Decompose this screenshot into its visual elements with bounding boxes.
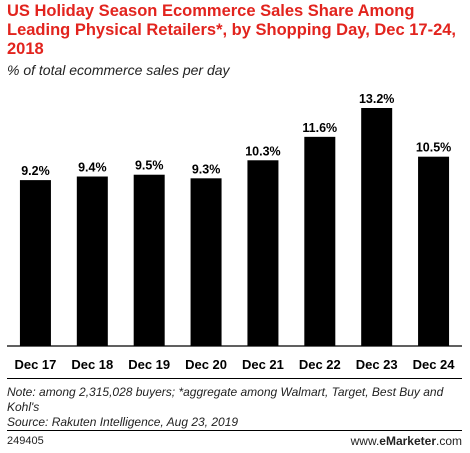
value-label: 11.6%: [302, 121, 337, 135]
x-tick-label: Dec 20: [185, 357, 227, 372]
chart-title: US Holiday Season Ecommerce Sales Share …: [7, 2, 457, 58]
bar-dec-19: [133, 174, 165, 346]
value-label: 9.3%: [192, 162, 221, 176]
x-tick-label: Dec 19: [128, 357, 170, 372]
brand-prefix: www.: [350, 434, 380, 448]
brand-suffix: .com: [435, 434, 462, 448]
value-label: 9.5%: [135, 159, 164, 173]
source-text: Source: Rakuten Intelligence, Aug 23, 20…: [7, 415, 239, 429]
brand-name: eMarketer: [379, 434, 436, 448]
x-axis-labels: Dec 17 Dec 18 Dec 19 Dec 20 Dec 21 Dec 22 Dec …: [14, 357, 455, 372]
bars-group: 9.2% 9.4% 9.5% 9.3% 10.3% 11.6% 13.2% 10.5%: [19, 92, 451, 346]
note-text: Note: among 2,315,028 buyers; *aggregate…: [7, 385, 444, 414]
emarketer-brand: www.eMarketer.com: [351, 434, 462, 448]
chart-subtitle: % of total ecommerce sales per day: [7, 62, 230, 78]
value-label: 13.2%: [359, 92, 394, 106]
x-tick-label: Dec 21: [242, 357, 284, 372]
bar-dec-20: [190, 178, 222, 346]
bar-dec-21: [247, 160, 279, 346]
value-label: 10.5%: [416, 141, 451, 155]
x-tick-label: Dec 23: [356, 357, 398, 372]
footer-divider: [7, 430, 462, 431]
notes-divider: [7, 378, 462, 379]
value-label: 10.3%: [245, 144, 280, 158]
value-label: 9.4%: [78, 161, 107, 175]
bar-dec-23: [361, 108, 393, 346]
bar-dec-22: [304, 136, 336, 346]
bar-dec-24: [418, 156, 450, 346]
x-tick-label: Dec 22: [299, 357, 341, 372]
chart-notes: Note: among 2,315,028 buyers; *aggregate…: [7, 385, 465, 430]
bar-dec-17: [19, 180, 51, 346]
chart-id: 249405: [7, 435, 44, 447]
x-tick-label: Dec 24: [413, 357, 456, 372]
x-tick-label: Dec 17: [14, 357, 56, 372]
bar-dec-18: [76, 176, 108, 346]
value-label: 9.2%: [21, 164, 50, 178]
x-tick-label: Dec 18: [71, 357, 113, 372]
